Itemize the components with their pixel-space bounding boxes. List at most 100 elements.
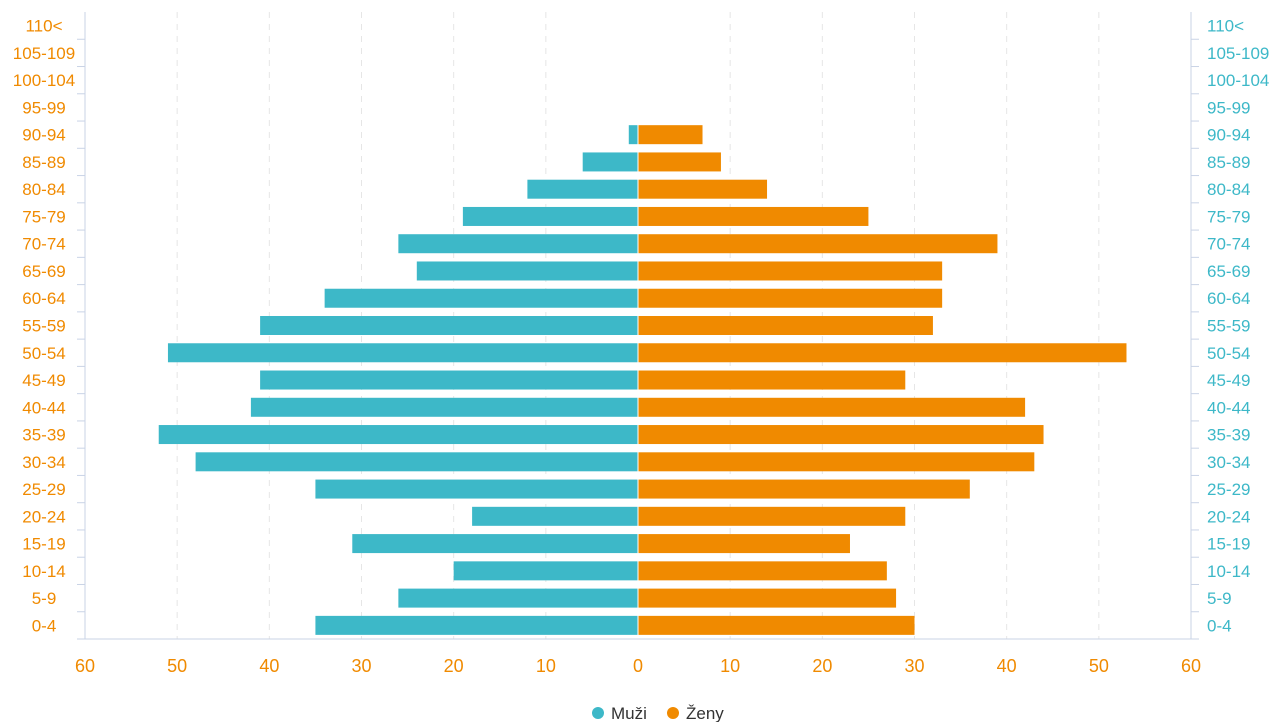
bar-zeny xyxy=(638,261,943,281)
legend-label-zeny[interactable]: Ženy xyxy=(686,704,724,723)
left-category-label: 100-104 xyxy=(13,71,75,90)
right-category-label: 30-34 xyxy=(1207,453,1250,472)
bar-zeny xyxy=(638,588,897,608)
bar-zeny xyxy=(638,479,970,499)
x-tick-label: 10 xyxy=(536,656,556,676)
left-category-label: 50-54 xyxy=(22,344,65,363)
left-category-label: 25-29 xyxy=(22,480,65,499)
bar-zeny xyxy=(638,534,850,554)
bar-zeny xyxy=(638,125,703,145)
left-category-label: 65-69 xyxy=(22,262,65,281)
legend-marker-muzi[interactable] xyxy=(592,707,604,719)
bar-zeny xyxy=(638,506,906,526)
right-category-label: 80-84 xyxy=(1207,180,1250,199)
right-category-label: 40-44 xyxy=(1207,398,1250,417)
left-category-label: 95-99 xyxy=(22,98,65,117)
left-category-label: 40-44 xyxy=(22,398,65,417)
bar-zeny xyxy=(638,615,915,635)
bar-muzi xyxy=(195,452,638,472)
left-category-label: 105-109 xyxy=(13,44,75,63)
bar-muzi xyxy=(167,343,638,363)
x-tick-label: 50 xyxy=(167,656,187,676)
left-category-label: 80-84 xyxy=(22,180,65,199)
bar-zeny xyxy=(638,397,1026,417)
bar-muzi xyxy=(453,561,638,581)
bar-muzi xyxy=(324,288,638,308)
bar-zeny xyxy=(638,343,1127,363)
bar-zeny xyxy=(638,288,943,308)
right-category-label: 45-49 xyxy=(1207,371,1250,390)
bar-muzi xyxy=(260,370,638,390)
bar-zeny xyxy=(638,425,1044,445)
left-category-label: 85-89 xyxy=(22,153,65,172)
right-category-label: 105-109 xyxy=(1207,44,1269,63)
right-category-label: 10-14 xyxy=(1207,562,1250,581)
x-tick-label: 20 xyxy=(812,656,832,676)
right-category-label: 75-79 xyxy=(1207,207,1250,226)
right-category-label: 85-89 xyxy=(1207,153,1250,172)
bar-zeny xyxy=(638,206,869,226)
right-category-label: 0-4 xyxy=(1207,616,1232,635)
left-category-label: 15-19 xyxy=(22,535,65,554)
bar-muzi xyxy=(416,261,638,281)
x-tick-label: 0 xyxy=(633,656,643,676)
bars-layer xyxy=(158,12,1127,639)
bar-zeny xyxy=(638,316,933,335)
left-category-label: 60-64 xyxy=(22,289,65,308)
right-category-label: 60-64 xyxy=(1207,289,1250,308)
bar-muzi xyxy=(315,479,638,499)
right-category-label: 55-59 xyxy=(1207,317,1250,336)
axis-layer: 60 50 40 30 20 10 0 10 20 30 40 50 60 0-4 0-4 5-9 5-9 10-… xyxy=(13,12,1269,676)
right-category-label: 95-99 xyxy=(1207,98,1250,117)
left-category-label: 10-14 xyxy=(22,562,65,581)
left-category-label: 5-9 xyxy=(32,589,57,608)
bar-zeny xyxy=(638,370,906,390)
x-tick-label: 30 xyxy=(904,656,924,676)
legend-marker-zeny[interactable] xyxy=(667,707,679,719)
legend-label-muzi[interactable]: Muži xyxy=(611,704,647,723)
left-category-label: 55-59 xyxy=(22,317,65,336)
right-category-label: 100-104 xyxy=(1207,71,1269,90)
bar-zeny xyxy=(638,234,998,254)
right-category-label: 5-9 xyxy=(1207,589,1232,608)
bar-muzi xyxy=(250,397,638,417)
x-tick-label: 30 xyxy=(351,656,371,676)
bar-muzi xyxy=(352,534,638,554)
right-category-label: 70-74 xyxy=(1207,235,1250,254)
right-category-label: 25-29 xyxy=(1207,480,1250,499)
left-category-label: 20-24 xyxy=(22,507,65,526)
x-tick-label: 40 xyxy=(997,656,1017,676)
right-category-label: 35-39 xyxy=(1207,426,1250,445)
bar-zeny xyxy=(638,152,721,172)
right-category-label: 50-54 xyxy=(1207,344,1250,363)
right-category-label: 20-24 xyxy=(1207,507,1250,526)
left-category-label: 0-4 xyxy=(32,616,57,635)
bar-zeny xyxy=(638,179,768,199)
bar-muzi xyxy=(462,206,638,226)
left-category-label: 45-49 xyxy=(22,371,65,390)
bar-muzi xyxy=(398,234,638,254)
bar-muzi xyxy=(260,316,638,335)
left-category-label: 90-94 xyxy=(22,126,65,145)
bar-muzi xyxy=(315,615,638,635)
x-tick-label: 10 xyxy=(720,656,740,676)
right-category-label: 15-19 xyxy=(1207,535,1250,554)
left-category-label: 110< xyxy=(25,17,62,36)
bar-zeny xyxy=(638,561,887,581)
bar-muzi xyxy=(628,125,638,145)
right-category-label: 110< xyxy=(1207,17,1244,36)
left-category-label: 70-74 xyxy=(22,235,65,254)
left-category-label: 75-79 xyxy=(22,207,65,226)
left-category-label: 35-39 xyxy=(22,426,65,445)
bar-zeny xyxy=(638,452,1035,472)
bar-muzi xyxy=(527,179,638,199)
left-category-label: 30-34 xyxy=(22,453,65,472)
x-tick-label: 60 xyxy=(1181,656,1201,676)
bar-muzi xyxy=(472,506,638,526)
bar-muzi xyxy=(582,152,638,172)
right-category-label: 65-69 xyxy=(1207,262,1250,281)
x-tick-label: 40 xyxy=(259,656,279,676)
legend[interactable]: Muži Ženy xyxy=(592,704,724,723)
